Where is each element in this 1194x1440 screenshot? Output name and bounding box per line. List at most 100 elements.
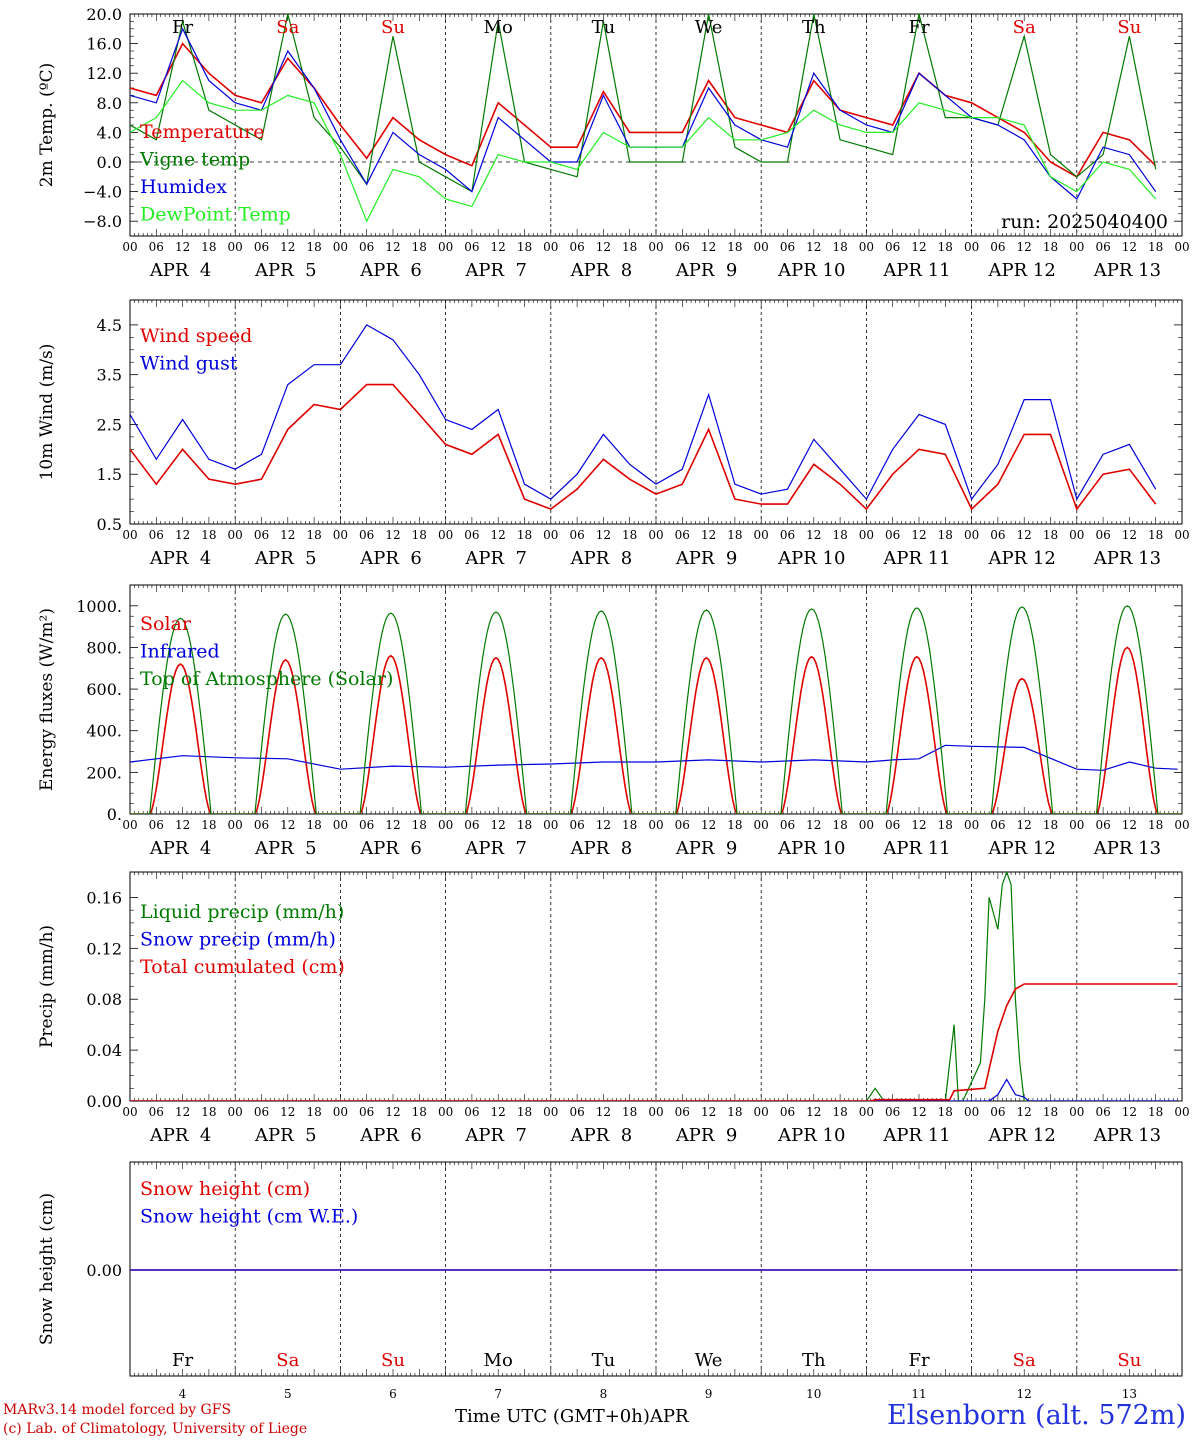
hour-tick-label: 00 (543, 240, 558, 254)
weekday-label: Fr (908, 17, 929, 38)
hour-tick-label: 12 (911, 240, 926, 254)
date-label: APR 5 (254, 1125, 317, 1146)
hour-tick-label: 00 (228, 240, 243, 254)
hour-tick-label: 12 (385, 528, 400, 542)
y-tick-label: 800. (86, 638, 122, 657)
y-tick-label: 0.08 (86, 990, 122, 1009)
hour-tick-label: 18 (306, 1105, 321, 1119)
y-tick-label: 8.0 (97, 94, 122, 113)
date-label: APR 6 (359, 548, 422, 569)
hour-tick-label: 06 (885, 528, 900, 542)
legend-snow-height-cm: Snow height (cm) (140, 1178, 310, 1200)
hour-tick-label: 12 (491, 818, 506, 832)
hour-tick-label: 12 (491, 528, 506, 542)
hour-tick-label: 18 (306, 818, 321, 832)
panel-2: 00 06 12 18 APR 4 00 06 12 18 APR 5 00 06 12 18 APR 6 0… (37, 299, 1190, 569)
y-axis-label: Precip (mm/h) (37, 925, 57, 1048)
hour-tick-label: 06 (149, 528, 164, 542)
hour-tick-label: 06 (569, 240, 584, 254)
hour-tick-label: 06 (254, 818, 269, 832)
hour-tick-label: 12 (596, 1105, 611, 1119)
hour-tick-label: 12 (911, 1105, 926, 1119)
hour-tick-label: 06 (990, 818, 1005, 832)
hour-tick-label: 06 (359, 1105, 374, 1119)
day-number: 7 (494, 1387, 502, 1401)
hour-tick-label: 00 (859, 818, 874, 832)
date-label: APR 8 (570, 260, 633, 281)
hour-tick-label: 18 (201, 818, 216, 832)
date-label: APR 5 (254, 260, 317, 281)
hour-tick-label: 12 (806, 528, 821, 542)
hour-tick-label: 06 (1095, 1105, 1110, 1119)
hour-tick-label: 06 (885, 240, 900, 254)
day-number: 13 (1122, 1387, 1137, 1401)
date-label: APR 4 (149, 1125, 212, 1146)
legend-dewpoint-temp: DewPoint Temp (140, 204, 291, 226)
hour-tick-label: 18 (832, 1105, 847, 1119)
date-label: APR 4 (149, 548, 212, 569)
legend-snow-height-cm-w-e: Snow height (cm W.E.) (140, 1206, 358, 1228)
date-label: APR 8 (570, 838, 633, 859)
hour-tick-label: 06 (780, 1105, 795, 1119)
hour-tick-label: 12 (175, 818, 190, 832)
y-tick-label: 0.0 (97, 153, 122, 172)
day-number: 9 (705, 1387, 713, 1401)
hour-tick-label: 18 (622, 528, 637, 542)
hour-tick-label: 00 (438, 1105, 453, 1119)
hour-tick-label: 12 (1017, 240, 1032, 254)
hour-tick-label: 18 (517, 240, 532, 254)
hour-tick-label: 00 (333, 1105, 348, 1119)
date-label: APR 11 (882, 838, 950, 859)
hour-tick-label: 18 (727, 528, 742, 542)
weekday-label: Sa (276, 1350, 299, 1371)
hour-tick-label: 06 (359, 528, 374, 542)
weekday-label: Tu (592, 17, 616, 38)
date-label: APR 13 (1093, 838, 1161, 859)
hour-tick-label: 18 (622, 818, 637, 832)
date-label: APR 13 (1093, 1125, 1161, 1146)
hour-tick-label: 06 (885, 1105, 900, 1119)
hour-tick-label: 06 (149, 818, 164, 832)
panel-3: 00 06 12 18 APR 4 00 06 12 18 APR 5 00 06 12 18 APR 6 0… (37, 584, 1190, 859)
hour-tick-label: 18 (938, 1105, 953, 1119)
date-label: APR 7 (464, 260, 527, 281)
hour-tick-label: 18 (938, 818, 953, 832)
hour-tick-label: 06 (464, 818, 479, 832)
hour-tick-label: 06 (569, 818, 584, 832)
hour-tick-label: 12 (701, 528, 716, 542)
y-tick-label: 0.00 (86, 1092, 122, 1111)
hour-tick-label: 18 (727, 1105, 742, 1119)
legend-liquid-precip-mm-h: Liquid precip (mm/h) (140, 901, 344, 923)
hour-tick-label: 00 (1069, 240, 1084, 254)
date-label: APR 6 (359, 1125, 422, 1146)
y-tick-label: 0.04 (86, 1041, 122, 1060)
hour-tick-label: 12 (911, 528, 926, 542)
weekday-label: Fr (172, 17, 193, 38)
hour-tick-label: 00 (964, 818, 979, 832)
series-infrared (130, 744, 1178, 771)
date-label: APR 10 (777, 1125, 845, 1146)
weekday-label: Mo (484, 17, 513, 38)
hour-tick-label: 00 (122, 1105, 137, 1119)
weekday-label: We (695, 1350, 723, 1371)
panel-1: 00 06 12 18 APR 4 00 06 12 18 APR 5 00 06 12 18 APR 6 0… (37, 5, 1190, 281)
day-number: 5 (284, 1387, 292, 1401)
hour-tick-label: 06 (254, 1105, 269, 1119)
day-number: 10 (806, 1387, 821, 1401)
date-label: APR 12 (988, 838, 1056, 859)
date-label: APR 8 (570, 548, 633, 569)
date-label: APR 4 (149, 838, 212, 859)
hour-tick-label: 06 (675, 528, 690, 542)
hour-tick-label: 18 (412, 240, 427, 254)
y-tick-label: 20.0 (86, 5, 122, 24)
hour-tick-label: 06 (885, 818, 900, 832)
date-label: APR 12 (988, 1125, 1056, 1146)
legend-total-cumulated-cm: Total cumulated (cm) (140, 956, 345, 978)
hour-tick-label: 18 (306, 240, 321, 254)
hour-tick-label: 18 (306, 528, 321, 542)
date-label: APR 10 (777, 260, 845, 281)
weekday-label: Su (1117, 1350, 1141, 1371)
hour-tick-label: 12 (280, 528, 295, 542)
legend-temperature: Temperature (140, 121, 264, 143)
hour-tick-label: 00 (122, 818, 137, 832)
